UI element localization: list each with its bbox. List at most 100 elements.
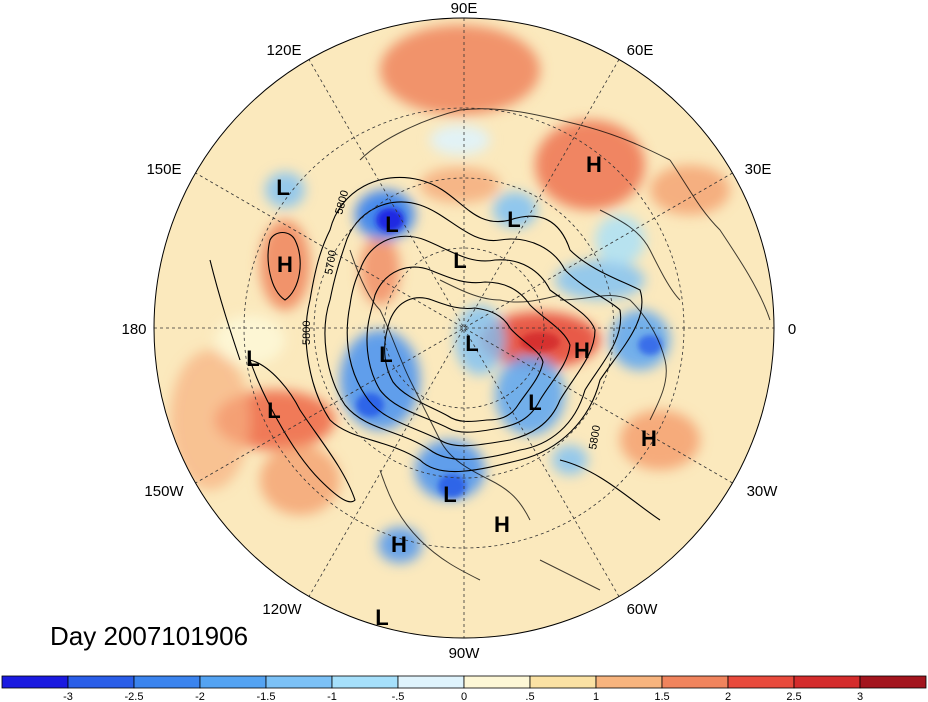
warm-anomaly-ural (535, 120, 645, 210)
strong-cool-core-kamchatka (376, 208, 404, 232)
warm-anomaly-west-pacific (170, 350, 250, 490)
cool-anomaly-hudson (495, 355, 565, 435)
strong-warm-core-atlantic (520, 332, 560, 352)
colorbar: -3 -2.5 -2 -1.5 -1 -.5 0 .5 1 1.5 2 2.5 3 (1, 675, 927, 702)
warm-anomaly-pacific-high (260, 220, 310, 310)
high-pressure-marker: H (586, 152, 602, 177)
cool-anomaly-kara (493, 192, 537, 228)
colorbar-swatch (859, 675, 927, 689)
longitude-label-60e: 60E (627, 42, 654, 59)
colorbar-swatch (133, 675, 201, 689)
colorbar-tick-label: 3 (857, 691, 863, 702)
colorbar-tick-label: -3 (63, 691, 73, 702)
longitude-label-120e: 120E (266, 42, 301, 59)
cool-anomaly-northwest-pacific (265, 172, 305, 208)
neutral-anomaly-arctic-siberia (430, 125, 490, 155)
map-border (153, 17, 775, 639)
colorbar-swatch (397, 675, 465, 689)
warm-anomaly-laptev (420, 167, 500, 203)
low-pressure-marker: L (507, 207, 520, 232)
coastline-greenland (559, 295, 667, 421)
meridian-30e-150w (195, 172, 733, 484)
high-pressure-marker: L (267, 398, 280, 423)
colorbar-tick-label: 2 (725, 691, 731, 702)
contour-5400 (384, 297, 544, 423)
colorbar-swatch (661, 675, 729, 689)
contour-atlantic-ridge (559, 459, 661, 521)
pressure-centers: H L L L H L L L L H L H L H H L L (246, 152, 657, 630)
colorbar-swatch (1, 675, 69, 689)
high-pressure-marker: H (277, 252, 293, 277)
longitude-label-30e: 30E (745, 161, 772, 178)
meridian-60e-120w (308, 59, 620, 597)
cool-anomaly-barents (555, 260, 645, 300)
contour-pacific-ridge (209, 259, 241, 361)
low-pressure-marker: H (391, 532, 407, 557)
meridian-30w-150e (195, 172, 733, 484)
colorbar-tick-label: -2.5 (125, 691, 144, 702)
colorbar-tick-label: -1 (327, 691, 337, 702)
low-pressure-marker: L (443, 482, 456, 507)
contour-pacific-high (267, 231, 301, 301)
contour-label: 5800 (587, 424, 603, 450)
colorbar-swatch (793, 675, 861, 689)
contour-5500 (366, 266, 571, 433)
anomaly-field (154, 18, 774, 638)
graticule (154, 18, 774, 638)
meridian-60w-120e (308, 59, 620, 597)
colorbar-tick-label: 0 (461, 691, 467, 702)
low-pressure-marker: L (276, 175, 289, 200)
colorbar-swatch (529, 675, 597, 689)
cool-anomaly-arctic (455, 305, 505, 375)
cool-anomaly-tropical-pacific (378, 527, 422, 563)
colorbar-swatch (727, 675, 795, 689)
colorbar-tick-label: .5 (525, 691, 534, 702)
longitude-label-60w: 60W (627, 601, 659, 618)
coastline-central-america (379, 469, 481, 581)
contour-label: 5700 (323, 249, 339, 275)
colorbar-swatch (331, 675, 399, 689)
cool-anomaly-north-america (415, 440, 485, 500)
low-pressure-marker: L (385, 212, 398, 237)
neutral-anomaly-dateline (215, 315, 285, 365)
colorbar-swatch (67, 675, 135, 689)
coastline-north-america-west (349, 249, 531, 521)
contour-5600 (346, 235, 596, 447)
longitude-label-90w: 90W (449, 645, 481, 662)
longitude-label-90e: 90E (451, 0, 478, 17)
low-pressure-marker: L (528, 390, 541, 415)
colorbar-tick-label: -1.5 (257, 691, 276, 702)
warm-anomaly-siberia (380, 25, 540, 115)
low-pressure-marker: L (246, 346, 259, 371)
high-pressure-marker: H (574, 338, 590, 363)
latitude-circle-50n (313, 177, 615, 479)
high-pressure-marker: H (494, 512, 510, 537)
contour-northeast-pacific-high (249, 359, 356, 503)
low-pressure-marker: L (465, 331, 478, 356)
cool-anomaly-west-siberia (595, 215, 645, 265)
contour-labels: 5800 5700 5800 5800 (301, 189, 603, 451)
colorbar-swatch (199, 675, 267, 689)
coastlines (349, 108, 771, 591)
strong-cool-core-alaska (356, 393, 384, 417)
colorbar-swatch (265, 675, 333, 689)
colorbar-tick-label: 1 (593, 691, 599, 702)
coastline-arctic-islands (439, 279, 561, 303)
longitude-label-150e: 150E (146, 161, 181, 178)
warm-anomaly-europe (650, 165, 730, 215)
contour-label: 5800 (301, 321, 313, 345)
coastline-siberia (359, 108, 671, 161)
colorbar-tick-label: -2 (195, 691, 205, 702)
longitude-label-120w: 120W (262, 601, 302, 618)
coastline-scandinavia (599, 209, 681, 301)
warm-anomaly-east-atlantic (620, 410, 700, 470)
low-pressure-marker: L (453, 248, 466, 273)
colorbar-tick-label: 2.5 (786, 691, 801, 702)
longitude-label-30w: 30W (747, 483, 779, 500)
colorbar-swatch (595, 675, 663, 689)
coastline-south-america (539, 559, 601, 591)
colorbar-swatch (463, 675, 531, 689)
strong-cool-core-na (438, 474, 466, 498)
longitude-label-0: 0 (788, 321, 796, 338)
